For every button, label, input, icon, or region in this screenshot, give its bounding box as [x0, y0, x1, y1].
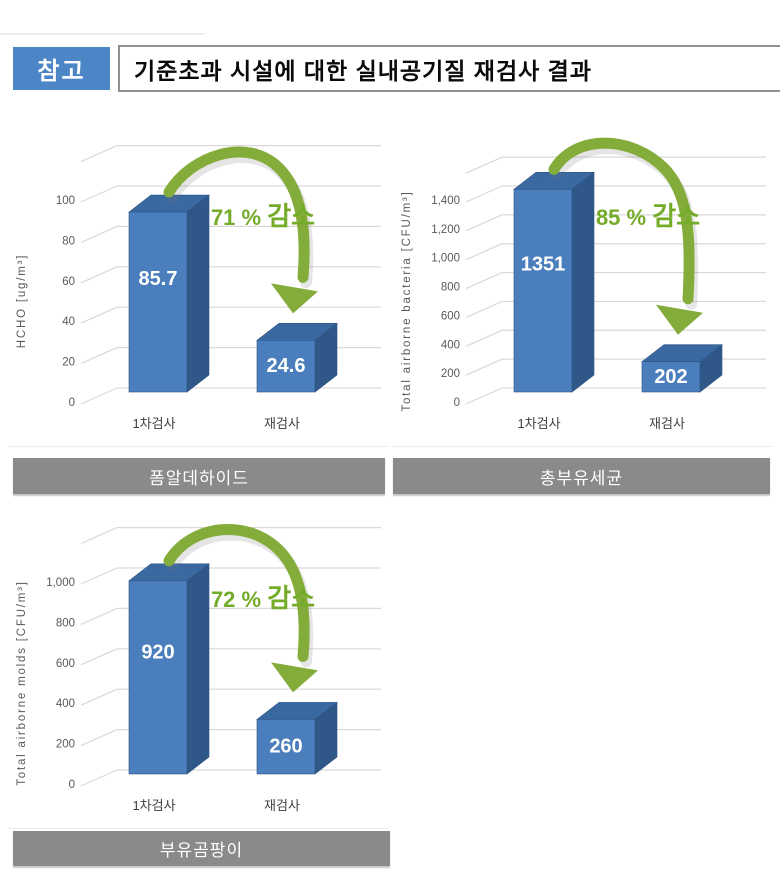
- chart-formaldehyde: 0 20 40 60 80 100 HCHO [ug/m³] 85.7 1차검사 24.6 재검사 7…: [8, 140, 388, 447]
- gridline-diagonal: [80, 729, 118, 747]
- reduction-arrow-head: [271, 662, 318, 693]
- gridline-diagonal: [465, 185, 503, 203]
- reduction-arrow: [163, 524, 310, 662]
- chart-title-bar-molds: 부유곰팡이: [13, 831, 390, 866]
- gridline-diagonal: [465, 358, 503, 376]
- bar-front-face: [513, 189, 573, 393]
- category-label: 1차검사: [132, 798, 175, 813]
- bar-value-label: 85.7: [139, 268, 178, 290]
- chart-title-label: 부유곰팡이: [159, 841, 244, 860]
- gridline-diagonal: [80, 648, 118, 666]
- y-tick-label: 100: [56, 195, 75, 207]
- gridline-diagonal: [80, 347, 118, 365]
- gridline-diagonal: [80, 306, 118, 324]
- bar-front-face: [128, 580, 188, 775]
- reduction-label: 85 % 감소: [596, 201, 700, 231]
- reference-badge-label: 참고: [37, 58, 86, 85]
- chart-canvas: 0 20 40 60 80 100 HCHO [ug/m³] 85.7 1차검사 24.6 재검사 7…: [16, 144, 381, 431]
- gridline-diagonal: [80, 225, 118, 243]
- chart-title-bar-bacteria: 총부유세균: [393, 458, 770, 494]
- category-label: 1차검사: [517, 416, 560, 431]
- y-tick-label: 1,400: [431, 195, 460, 207]
- y-tick-label: 40: [62, 316, 75, 328]
- y-tick-label: 1,200: [431, 224, 460, 236]
- gridline-diagonal: [465, 214, 503, 232]
- gridline-diagonal: [465, 300, 503, 318]
- gridline-diagonal: [80, 145, 118, 163]
- gridline-diagonal: [80, 387, 118, 405]
- gridline-diagonal: [80, 266, 118, 284]
- gridline-diagonal: [465, 243, 503, 261]
- page-title: 기준초과 시설에 대한 실내공기질 재검사 결과: [134, 57, 592, 84]
- y-tick-label: 800: [56, 617, 75, 629]
- y-tick-label: 600: [56, 658, 75, 670]
- reduction-label: 71 % 감소: [211, 201, 315, 231]
- gridline-diagonal: [80, 185, 118, 203]
- category-label: 재검사: [649, 416, 685, 431]
- gridline-diagonal: [80, 607, 118, 625]
- chart-canvas: 0 200 400 600 800 1,000 1,200 1,400 Total airbor…: [401, 137, 766, 431]
- reduction-arrow: [548, 137, 695, 305]
- bar-front-face: [256, 340, 316, 393]
- y-tick-label: 0: [69, 779, 75, 791]
- y-tick-label: 400: [56, 698, 75, 710]
- bar-value-label: 1351: [521, 253, 566, 275]
- reduction-arrow: [163, 146, 310, 283]
- page-title-box: 기준초과 시설에 대한 실내공기질 재검사 결과: [118, 45, 780, 92]
- y-tick-label: 0: [454, 397, 460, 409]
- y-axis-title: Total airborne bacteria [CFU/m³]: [401, 190, 413, 411]
- bar-front-face: [256, 719, 316, 775]
- y-tick-label: 80: [62, 235, 75, 247]
- chart-airborne-bacteria: 0 200 400 600 800 1,000 1,200 1,400 Total airbor…: [393, 137, 773, 447]
- y-tick-label: 200: [441, 368, 460, 380]
- y-tick-label: 1,000: [431, 253, 460, 265]
- bar-value-label: 202: [654, 366, 687, 388]
- scan-artifact-line: [0, 33, 205, 35]
- y-tick-label: 800: [441, 282, 460, 294]
- bar-front-face: [128, 211, 188, 393]
- bar-value-label: 24.6: [267, 355, 306, 377]
- gridline-diagonal: [465, 272, 503, 290]
- y-tick-label: 200: [56, 739, 75, 751]
- reduction-arrow-head: [271, 283, 318, 314]
- reference-badge: 참고: [13, 47, 110, 90]
- gridline-diagonal: [465, 329, 503, 347]
- bar-side-face: [186, 563, 210, 775]
- reduction-label: 72 % 감소: [211, 583, 315, 613]
- gridline-diagonal: [465, 387, 503, 405]
- reduction-arrow-head: [656, 304, 703, 335]
- chart-title-label: 총부유세균: [539, 468, 624, 488]
- y-axis-title: HCHO [ug/m³]: [16, 254, 28, 348]
- y-tick-label: 1,000: [46, 577, 75, 589]
- bar-front-face: [641, 361, 701, 393]
- bar-value-label: 920: [141, 641, 174, 663]
- bar-side-face: [186, 194, 210, 393]
- gridline-diagonal: [80, 527, 118, 545]
- y-tick-label: 400: [441, 339, 460, 351]
- chart-airborne-molds: 0 200 400 600 800 1,000 Total airborne molds […: [8, 522, 388, 829]
- gridline-diagonal: [465, 156, 503, 174]
- y-axis-title: Total airborne molds [CFU/m³]: [16, 580, 28, 786]
- bar-value-label: 260: [269, 736, 302, 758]
- chart-canvas: 0 200 400 600 800 1,000 Total airborne molds […: [16, 524, 381, 813]
- gridline-diagonal: [80, 567, 118, 585]
- category-label: 재검사: [264, 416, 300, 431]
- y-tick-label: 60: [62, 276, 75, 288]
- y-tick-label: 0: [69, 397, 75, 409]
- y-tick-label: 20: [62, 357, 75, 369]
- category-label: 1차검사: [132, 416, 175, 431]
- gridline-diagonal: [80, 688, 118, 706]
- y-tick-label: 600: [441, 310, 460, 322]
- chart-title-bar-formaldehyde: 폼알데하이드: [13, 458, 385, 494]
- gridline-diagonal: [80, 769, 118, 787]
- category-label: 재검사: [264, 798, 300, 813]
- chart-title-label: 폼알데하이드: [149, 468, 249, 488]
- bar-side-face: [571, 171, 595, 393]
